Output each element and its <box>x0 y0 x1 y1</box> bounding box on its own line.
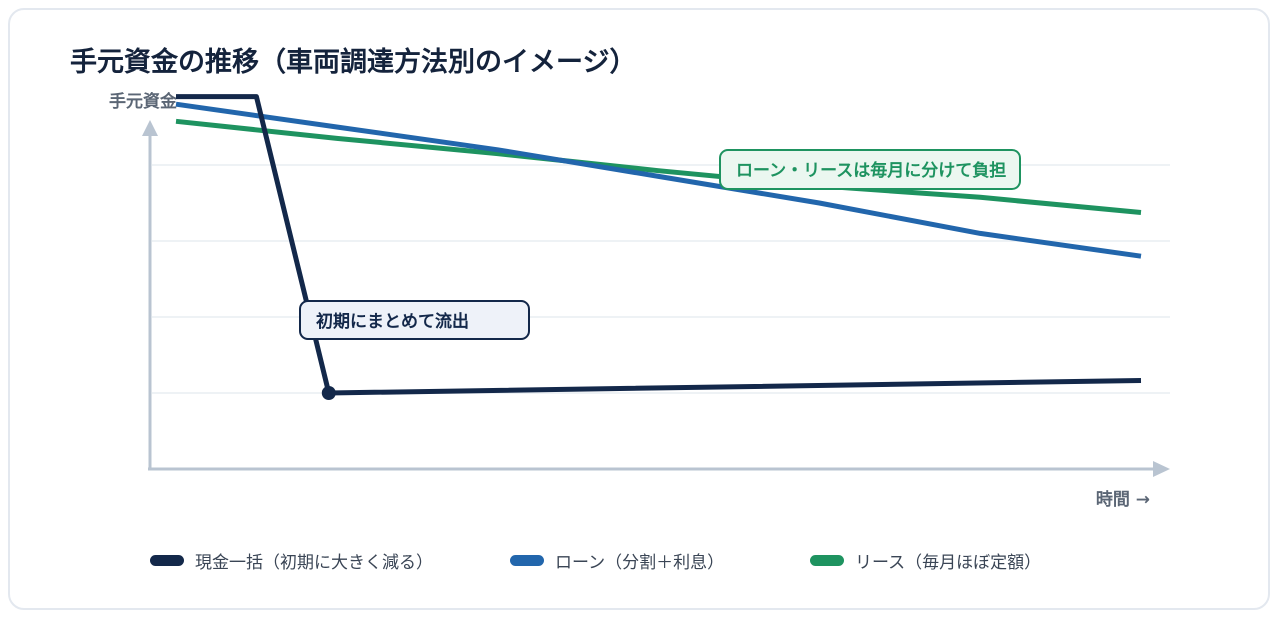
callout-lump-sum-text: 初期にまとめて流出 <box>316 311 469 332</box>
callout-monthly-text: ローン・リースは毎月に分けて負担 <box>736 160 1006 181</box>
series-line-cash <box>176 94 1142 396</box>
x-axis-arrow <box>1153 461 1170 477</box>
legend-swatch-cash <box>150 555 184 566</box>
series-line-lease <box>175 118 1142 215</box>
y-axis-label: 手元資金 <box>109 91 178 112</box>
legend-item-lease: リース（毎月ほぼ定額） <box>810 548 1041 573</box>
legend-swatch-lease <box>810 555 844 566</box>
axes <box>142 120 1170 477</box>
series-line-loan <box>175 101 1142 259</box>
series-lines <box>175 94 1142 400</box>
x-axis-label: 時間 → <box>1096 489 1150 510</box>
lump-sum-marker <box>321 386 336 400</box>
legend-item-cash: 現金一括（初期に大きく減る） <box>150 548 433 573</box>
legend-label-loan: ローン（分割＋利息） <box>555 553 725 573</box>
legend-item-loan: ローン（分割＋利息） <box>510 548 724 573</box>
callout-lump-sum-box <box>299 300 530 340</box>
callout-monthly: ローン・リースは毎月に分けて負担 <box>719 149 1021 190</box>
callout-lump-sum: 初期にまとめて流出 <box>299 300 530 340</box>
chart-legend: 現金一括（初期に大きく減る） ローン（分割＋利息） リース（毎月ほぼ定額） <box>0 548 1280 574</box>
callout-monthly-box <box>719 149 1021 190</box>
chart-title: 手元資金の推移（車両調達方法別のイメージ） <box>70 47 637 78</box>
legend-swatch-loan <box>510 555 544 566</box>
legend-label-lease: リース（毎月ほぼ定額） <box>855 553 1042 573</box>
y-axis-arrow <box>142 120 158 136</box>
legend-label-cash: 現金一括（初期に大きく減る） <box>195 553 433 573</box>
